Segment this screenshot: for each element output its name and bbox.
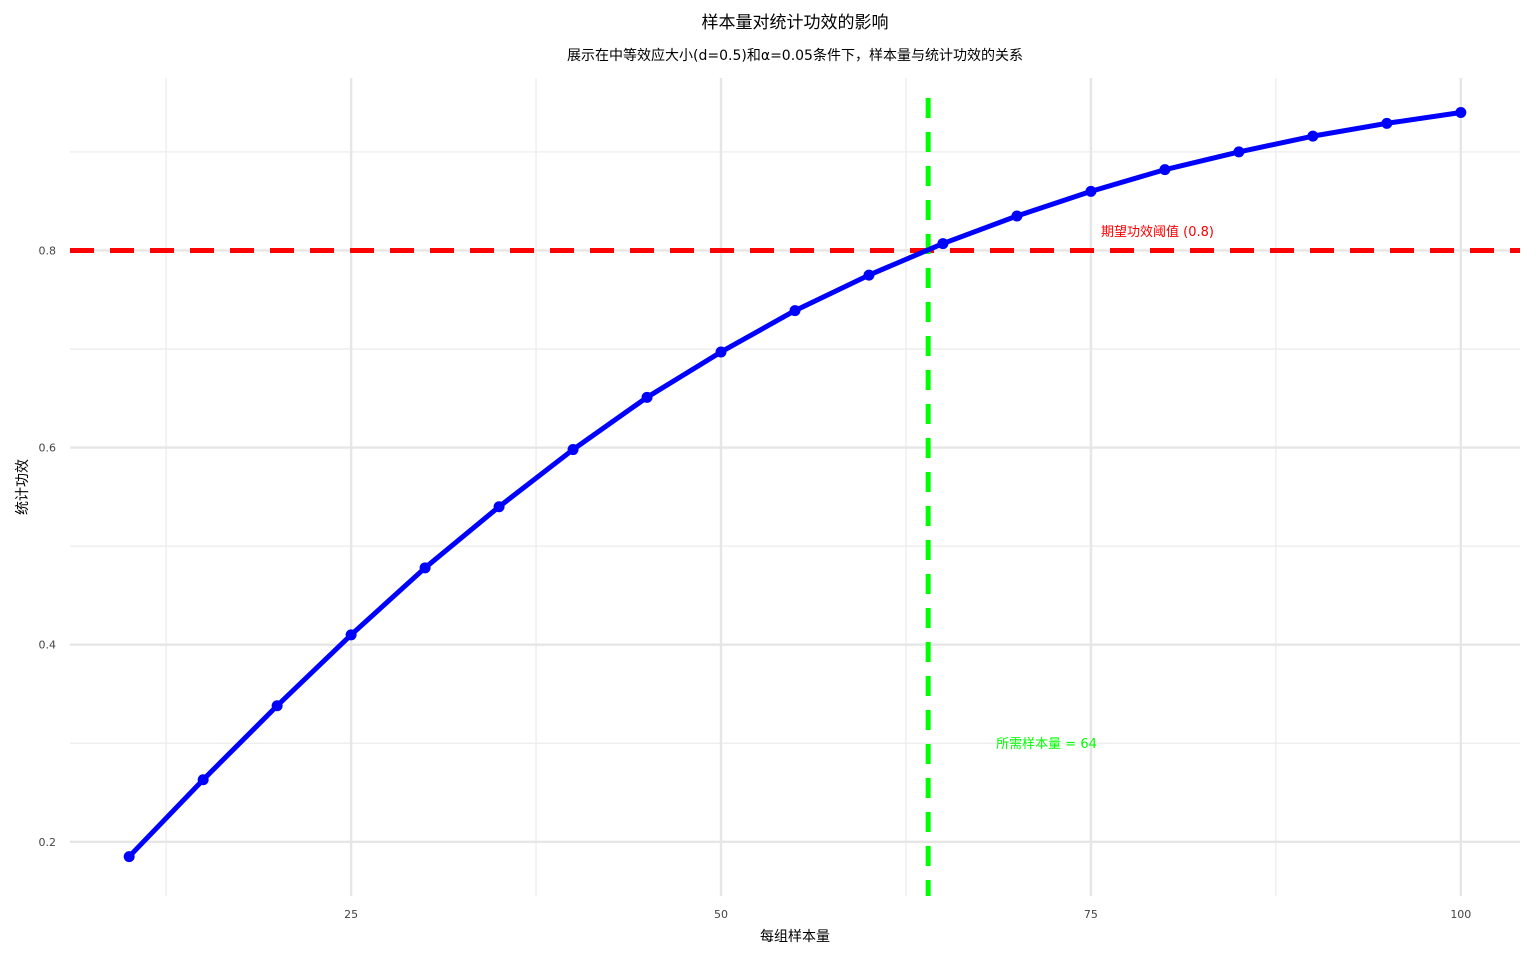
data-point [197, 774, 209, 786]
y-tick-label: 0.4 [39, 639, 57, 652]
data-point [123, 851, 135, 863]
y-tick-label: 0.2 [39, 836, 57, 849]
data-point [641, 391, 653, 403]
grid [70, 78, 1520, 896]
data-point [419, 562, 431, 574]
tick-labels: 25 50 75 100 0.2 0.4 0.6 0.8 [39, 244, 1472, 921]
data-point [1455, 106, 1467, 118]
y-tick-label: 0.8 [39, 244, 57, 257]
data-point [493, 501, 505, 513]
data-point [715, 346, 727, 358]
x-tick-label: 25 [344, 908, 358, 921]
data-point [937, 238, 949, 250]
data-point [1159, 164, 1171, 176]
x-axis-title: 每组样本量 [760, 929, 830, 945]
data-point [863, 269, 875, 281]
annotations: 期望功效阈值 (0.8) 所需样本量 = 64 [996, 224, 1214, 752]
x-tick-label: 50 [714, 908, 728, 921]
data-point [1085, 185, 1097, 197]
data-point [789, 305, 801, 317]
reference-lines [70, 98, 1520, 896]
power-curve-line [126, 109, 1464, 860]
data-point [345, 629, 357, 641]
threshold-label: 期望功效阈值 (0.8) [1101, 224, 1214, 240]
x-tick-label: 75 [1084, 908, 1098, 921]
y-axis-title: 统计功效 [15, 459, 31, 515]
required-sample-label: 所需样本量 = 64 [996, 737, 1097, 752]
y-tick-label: 0.6 [39, 442, 57, 455]
series-layer [123, 106, 1467, 863]
x-tick-label: 100 [1450, 908, 1471, 921]
chart-title: 样本量对统计功效的影响 [702, 13, 889, 33]
data-point [1233, 146, 1245, 158]
data-point [1011, 210, 1023, 222]
data-point [271, 700, 283, 712]
chart-subtitle: 展示在中等效应大小(d=0.5)和α=0.05条件下，样本量与统计功效的关系 [567, 47, 1023, 64]
data-point [1381, 117, 1393, 129]
data-point [567, 444, 579, 456]
data-point [1307, 130, 1319, 142]
